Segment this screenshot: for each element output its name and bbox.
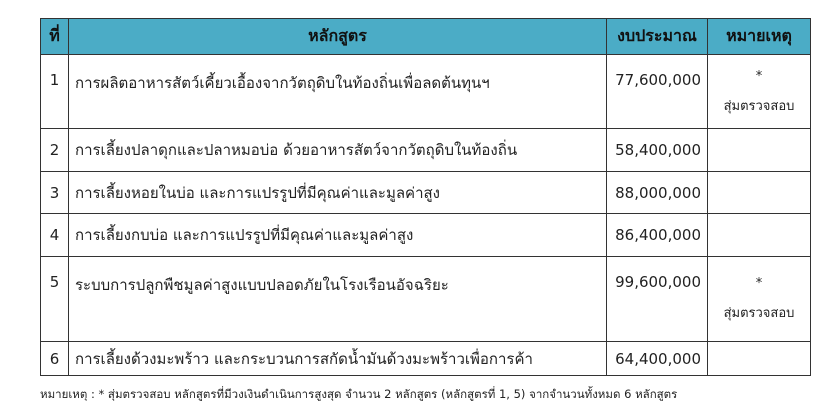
course-budget-table: ที่ หลักสูตร งบประมาณ หมายเหตุ 1 การผลิต… xyxy=(40,18,811,376)
header-course: หลักสูตร xyxy=(68,18,607,55)
row-number: 4 xyxy=(40,213,69,257)
remark-text: สุ่มตรวจสอบ xyxy=(723,306,795,321)
table-row: 4 การเลี้ยงกบบ่อ และการแปรรูปที่มีคุณค่า… xyxy=(40,213,811,257)
budget-value: 64,400,000 xyxy=(606,341,708,376)
remark-cell: * สุ่มตรวจสอบ xyxy=(707,54,811,129)
course-name: ระบบการปลูกพืชมูลค่าสูงแบบปลอดภัยในโรงเร… xyxy=(68,256,607,342)
row-number: 2 xyxy=(40,128,69,172)
footnote: หมายเหตุ : * สุ่มตรวจสอบ หลักสูตรที่มีวง… xyxy=(40,387,678,401)
asterisk-mark: * xyxy=(755,68,763,84)
table-header: ที่ หลักสูตร งบประมาณ หมายเหตุ xyxy=(40,18,811,55)
header-remark: หมายเหตุ xyxy=(707,18,811,55)
table-row: 6 การเลี้ยงด้วงมะพร้าว และกระบวนการสกัดน… xyxy=(40,341,811,376)
course-name: การเลี้ยงด้วงมะพร้าว และกระบวนการสกัดน้ำ… xyxy=(68,341,607,376)
row-number: 5 xyxy=(40,256,69,342)
budget-value: 58,400,000 xyxy=(606,128,708,172)
course-name: การเลี้ยงปลาดุกและปลาหมอบ่อ ด้วยอาหารสัต… xyxy=(68,128,607,172)
budget-value: 77,600,000 xyxy=(606,54,708,129)
table-row: 5 ระบบการปลูกพืชมูลค่าสูงแบบปลอดภัยในโรง… xyxy=(40,256,811,342)
remark-cell xyxy=(707,213,811,257)
table-row: 1 การผลิตอาหารสัตว์เคี้ยวเอื้องจากวัตถุด… xyxy=(40,54,811,129)
course-name: การผลิตอาหารสัตว์เคี้ยวเอื้องจากวัตถุดิบ… xyxy=(68,54,607,129)
header-no: ที่ xyxy=(40,18,69,55)
remark-cell xyxy=(707,128,811,172)
course-name: การเลี้ยงหอยในบ่อ และการแปรรูปที่มีคุณค่… xyxy=(68,171,607,214)
row-number: 1 xyxy=(40,54,69,129)
asterisk-mark: * xyxy=(755,276,763,291)
header-budget: งบประมาณ xyxy=(606,18,708,55)
row-number: 3 xyxy=(40,171,69,214)
remark-cell xyxy=(707,171,811,214)
budget-value: 88,000,000 xyxy=(606,171,708,214)
budget-value: 86,400,000 xyxy=(606,213,708,257)
table-row: 3 การเลี้ยงหอยในบ่อ และการแปรรูปที่มีคุณ… xyxy=(40,171,811,214)
remark-cell: * สุ่มตรวจสอบ xyxy=(707,256,811,342)
course-name: การเลี้ยงกบบ่อ และการแปรรูปที่มีคุณค่าแล… xyxy=(68,213,607,257)
row-number: 6 xyxy=(40,341,69,376)
remark-cell xyxy=(707,341,811,376)
remark-text: สุ่มตรวจสอบ xyxy=(723,98,795,114)
budget-value: 99,600,000 xyxy=(606,256,708,342)
table-row: 2 การเลี้ยงปลาดุกและปลาหมอบ่อ ด้วยอาหารส… xyxy=(40,128,811,172)
